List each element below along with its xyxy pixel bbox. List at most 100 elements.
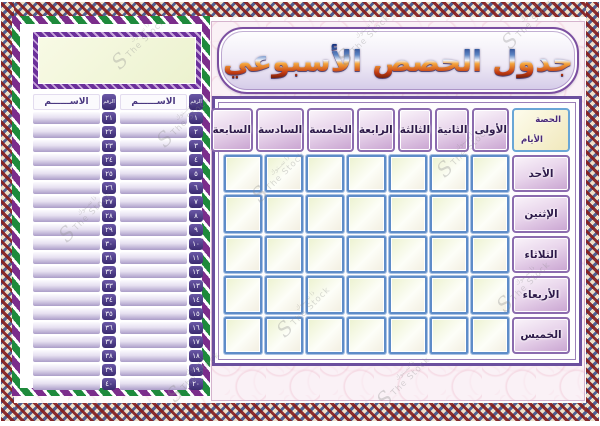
schedule-table-frame: الحصة الأيام الأولى الثانية الثالثة الرابعة… bbox=[210, 96, 582, 366]
schedule-day-row: الثلاثاء bbox=[224, 235, 570, 274]
roster-column-left: الرقم الاســــــم ٢١ ٢٢ ٢٣ ٢٤ ٢٥ ٢٦ bbox=[33, 94, 116, 392]
name-cell bbox=[33, 252, 100, 264]
name-cell bbox=[33, 182, 100, 194]
row-number: ٣٥ bbox=[102, 308, 116, 320]
row-number: ٢٣ bbox=[102, 140, 116, 152]
roster-row: ٣٢ bbox=[33, 266, 116, 278]
row-number: ٤ bbox=[189, 154, 203, 166]
name-cell bbox=[33, 154, 100, 166]
roster-row: ٢٠ bbox=[120, 378, 203, 390]
name-cell bbox=[120, 280, 187, 292]
name-cell bbox=[120, 350, 187, 362]
row-number: ١١ bbox=[189, 252, 203, 264]
roster-row: ٨ bbox=[120, 210, 203, 222]
row-number: ٦ bbox=[189, 182, 203, 194]
name-cell bbox=[33, 322, 100, 334]
name-cell bbox=[33, 238, 100, 250]
row-number: ٣١ bbox=[102, 252, 116, 264]
row-number: ١٦ bbox=[189, 322, 203, 334]
row-number: ١٣ bbox=[189, 280, 203, 292]
row-number: ٣٨ bbox=[102, 350, 116, 362]
schedule-slot bbox=[470, 235, 509, 274]
roster-row: ٣٧ bbox=[33, 336, 116, 348]
schedule-slot bbox=[265, 316, 304, 355]
name-cell bbox=[120, 238, 187, 250]
period-header: الأولى bbox=[472, 108, 509, 152]
name-cell bbox=[120, 126, 187, 138]
name-cell bbox=[33, 196, 100, 208]
row-number: ٢١ bbox=[102, 112, 116, 124]
row-number: ٧ bbox=[189, 196, 203, 208]
schedule-day-row: الأحد bbox=[224, 155, 570, 193]
schedule-slot bbox=[224, 195, 263, 233]
roster-row: ٣ bbox=[120, 140, 203, 152]
roster-row: ٣٩ bbox=[33, 364, 116, 376]
row-number: ١٨ bbox=[189, 350, 203, 362]
schedule-slot bbox=[265, 276, 304, 314]
schedule-slot bbox=[347, 276, 386, 314]
roster-row: ٣٣ bbox=[33, 280, 116, 292]
roster-row: ١٥ bbox=[120, 308, 203, 320]
name-cell bbox=[33, 378, 100, 390]
schedule-slot bbox=[347, 195, 386, 233]
schedule-corner-cell: الحصة الأيام bbox=[512, 108, 570, 152]
corner-periods-label: الحصة bbox=[535, 115, 561, 125]
number-column-header: الرقم bbox=[102, 94, 116, 110]
schedule-slot bbox=[224, 155, 263, 193]
schedule-slot bbox=[224, 276, 263, 314]
schedule-slot bbox=[388, 316, 427, 355]
day-header: الثلاثاء bbox=[512, 235, 570, 274]
schedule-slot bbox=[347, 155, 386, 193]
name-cell bbox=[33, 210, 100, 222]
row-number: ٣٠ bbox=[102, 238, 116, 250]
period-header: الثالثة bbox=[397, 108, 433, 152]
schedule-slot bbox=[224, 235, 263, 274]
class-info-box bbox=[33, 32, 201, 89]
schedule-slot bbox=[388, 195, 427, 233]
period-header: الرابعة bbox=[356, 108, 395, 152]
schedule-slot bbox=[429, 235, 468, 274]
name-cell bbox=[120, 168, 187, 180]
row-number: ٢٩ bbox=[102, 224, 116, 236]
name-cell bbox=[120, 364, 187, 376]
row-number: ٢ bbox=[189, 126, 203, 138]
roster-row: ٢٥ bbox=[33, 168, 116, 180]
row-number: ١٥ bbox=[189, 308, 203, 320]
title-banner: جدول الحصص الأسبوعي bbox=[217, 27, 579, 94]
row-number: ٢٥ bbox=[102, 168, 116, 180]
name-cell bbox=[120, 210, 187, 222]
roster-row: ١٩ bbox=[120, 364, 203, 376]
period-header: السابعة bbox=[210, 108, 253, 152]
roster-row: ٣٤ bbox=[33, 294, 116, 306]
period-header: الثانية bbox=[435, 108, 470, 152]
name-cell bbox=[120, 378, 187, 390]
roster-row: ٣١ bbox=[33, 252, 116, 264]
ornamental-border-left bbox=[1, 2, 14, 421]
row-number: ٢٨ bbox=[102, 210, 116, 222]
name-column-header: الاســــــم bbox=[120, 94, 187, 110]
schedule-slot bbox=[429, 195, 468, 233]
name-cell bbox=[33, 336, 100, 348]
roster-column-right: الرقم الاســــــم ١ ٢ ٣ ٤ ٥ ٦ bbox=[120, 94, 203, 392]
ornamental-border-right bbox=[586, 2, 599, 421]
row-number: ٣٦ bbox=[102, 322, 116, 334]
row-number: ١٠ bbox=[189, 238, 203, 250]
schedule-slot bbox=[470, 155, 509, 193]
name-cell bbox=[120, 266, 187, 278]
schedule-slot bbox=[429, 155, 468, 193]
roster-row: ٢٢ bbox=[33, 126, 116, 138]
schedule-slot bbox=[306, 276, 345, 314]
schedule-slot bbox=[265, 155, 304, 193]
name-cell bbox=[120, 224, 187, 236]
roster-row: ١٣ bbox=[120, 280, 203, 292]
day-header: الإثنين bbox=[512, 195, 570, 233]
roster-row: ٢٤ bbox=[33, 154, 116, 166]
name-cell bbox=[120, 112, 187, 124]
row-number: ٨ bbox=[189, 210, 203, 222]
schedule-slot bbox=[388, 155, 427, 193]
name-column-header: الاســــــم bbox=[33, 94, 100, 110]
row-number: ٢٧ bbox=[102, 196, 116, 208]
row-number: ٢٤ bbox=[102, 154, 116, 166]
name-cell bbox=[33, 140, 100, 152]
